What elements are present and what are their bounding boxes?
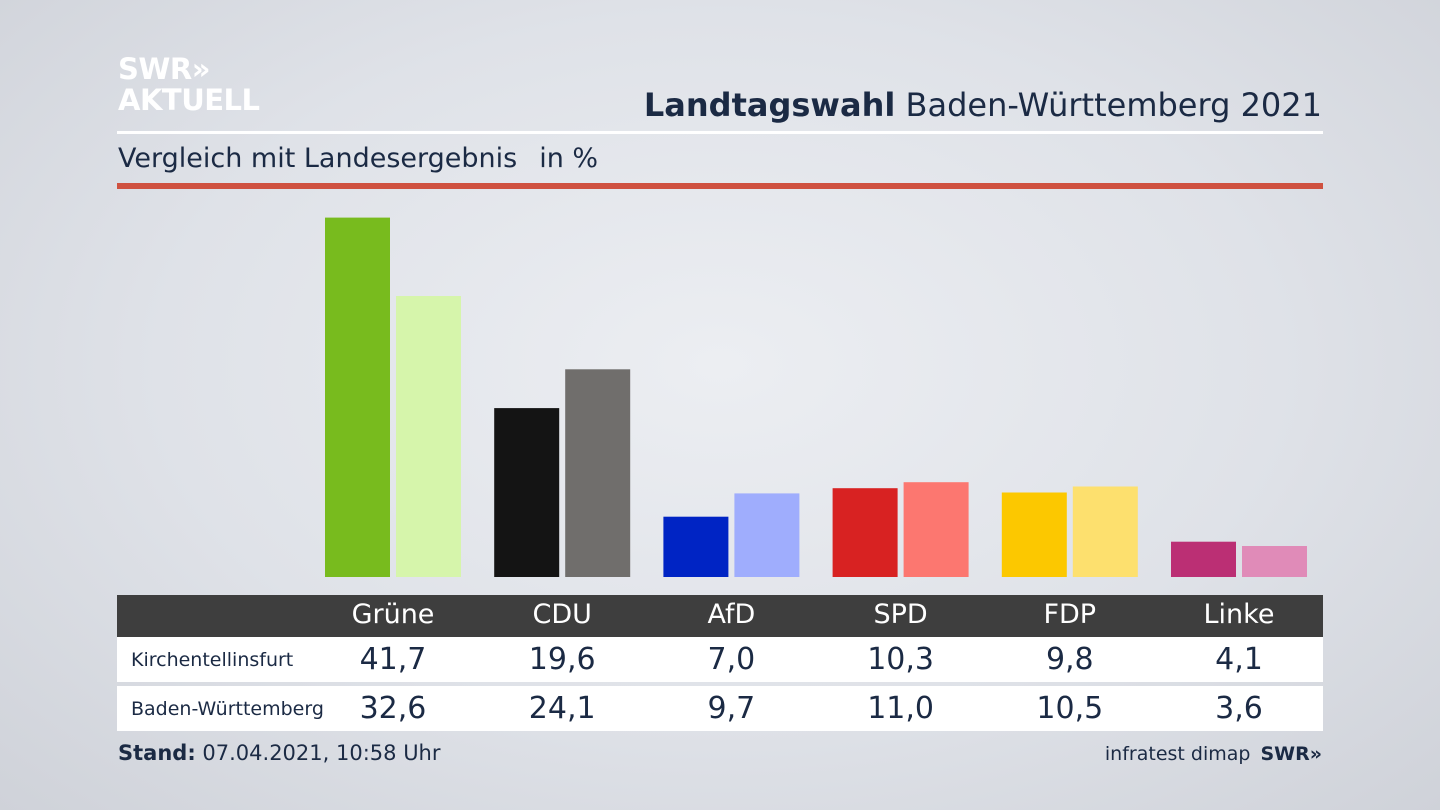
bar-cdu-state: [565, 369, 631, 577]
bar-afd-local: [663, 516, 729, 577]
bar-spd-local: [832, 488, 898, 577]
title-divider: [117, 131, 1323, 134]
bar-grne-state: [396, 296, 461, 577]
category-label: AfD: [707, 599, 756, 630]
category-label: FDP: [1043, 599, 1097, 630]
title-bold: Landtagswahl: [643, 86, 896, 124]
value-cell: 24,1: [528, 691, 596, 726]
category-label: SPD: [873, 599, 928, 630]
bar-cdu-local: [494, 408, 560, 577]
stand-label: Stand:: [118, 741, 196, 765]
subtitle-unit: in %: [539, 143, 599, 174]
value-cell: 9,7: [707, 691, 756, 726]
timestamp: Stand: 07.04.2021, 10:58 Uhr: [118, 741, 441, 765]
bar-fdp-local: [1001, 492, 1067, 577]
value-cell: 9,8: [1045, 642, 1094, 677]
category-label: Linke: [1203, 599, 1275, 630]
value-cell: 11,0: [867, 691, 934, 726]
value-cell: 7,0: [707, 642, 756, 677]
results-table: Grüne CDU AfD SPD FDP Linke Kirchentellinsfur…: [117, 595, 1323, 731]
value-cell: 32,6: [359, 691, 427, 726]
bar-afd-state: [734, 493, 800, 577]
logo-line-2: AKTUELL: [118, 83, 260, 117]
table-header-row: Grüne CDU AfD SPD FDP Linke: [117, 595, 1323, 637]
table-row-kirchentellinsfurt: Kirchentellinsfurt 41,7 19,6 7,0 10,3 9,8 4,1: [117, 637, 1323, 682]
subtitle-text: Vergleich mit Landesergebnis: [118, 143, 518, 174]
logo-line-1: SWR»: [118, 52, 210, 86]
category-label: Grüne: [351, 599, 435, 630]
value-cell: 4,1: [1215, 642, 1263, 677]
value-cell: 41,7: [359, 642, 427, 677]
value-cell: 3,6: [1215, 691, 1263, 726]
page-title: Landtagswahl Baden-Württemberg 2021: [644, 86, 1322, 124]
category-label: CDU: [532, 599, 592, 630]
row-label: Kirchentellinsfurt: [131, 649, 294, 671]
value-cell: 10,3: [867, 642, 934, 677]
accent-divider: [117, 183, 1323, 189]
source-text: infratest dimap: [1104, 743, 1251, 765]
bar-linke-state: [1242, 546, 1307, 577]
title-rest: Baden-Württemberg 2021: [905, 86, 1323, 124]
bar-spd-state: [903, 482, 969, 577]
value-cell: 10,5: [1036, 691, 1104, 726]
table-row-baden-wuerttemberg: Baden-Württemberg 32,6 24,1 9,7 11,0 10,5 3,6: [117, 686, 1323, 731]
value-cell: 19,6: [528, 642, 596, 677]
bar-grne-local: [325, 217, 390, 577]
bar-chart: [325, 217, 1307, 577]
bar-fdp-state: [1072, 486, 1138, 577]
source-credit: infratest dimap SWR»: [1105, 743, 1322, 765]
stand-value: 07.04.2021, 10:58 Uhr: [202, 741, 441, 765]
chart-subtitle: Vergleich mit Landesergebnis in %: [118, 143, 598, 174]
swr-brand: SWR»: [1260, 743, 1322, 765]
row-label: Baden-Württemberg: [131, 698, 324, 720]
bar-linke-local: [1171, 541, 1236, 577]
swr-aktuell-logo: SWR» AKTUELL: [118, 54, 260, 116]
